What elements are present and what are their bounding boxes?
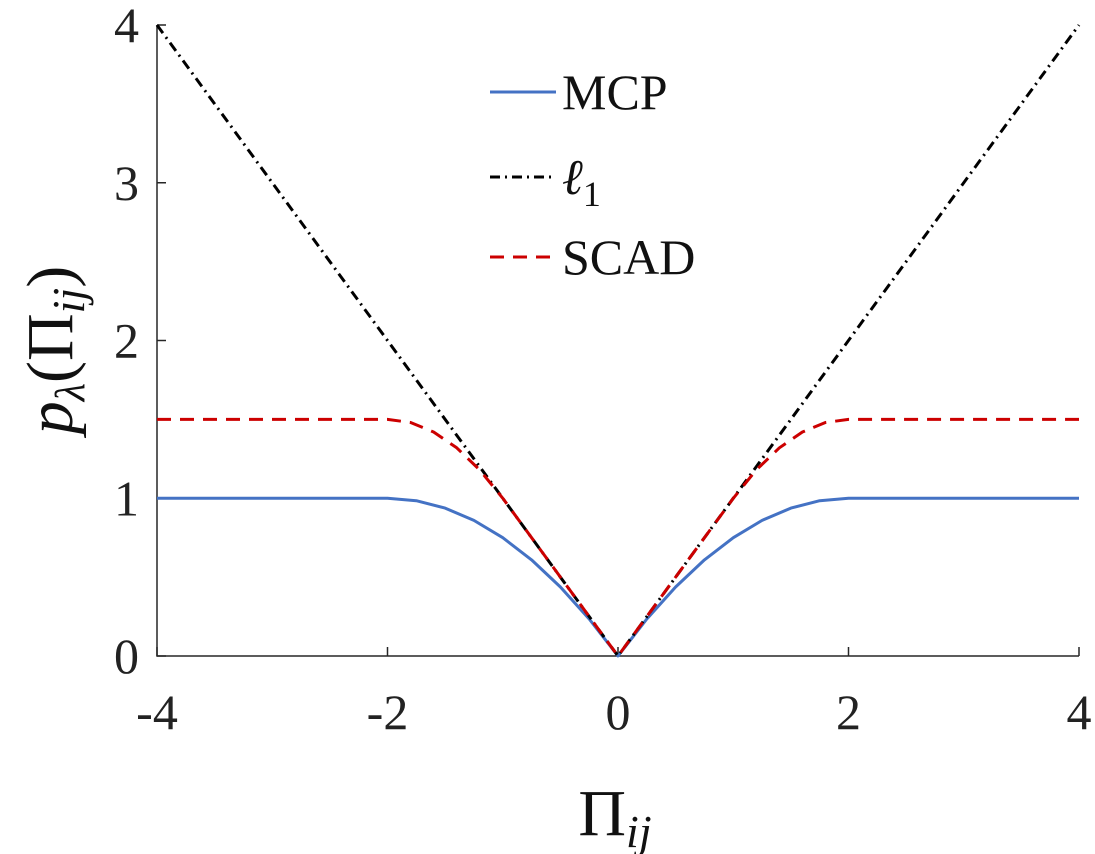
- y-axis-label: pλ(Πij): [14, 266, 94, 438]
- y-tick-label: 2: [114, 313, 139, 369]
- y-tick-label: 1: [114, 470, 139, 526]
- x-tick-label: -2: [367, 684, 409, 740]
- y-tick-label: 3: [114, 155, 139, 211]
- x-tick-label: 0: [606, 684, 631, 740]
- axes: -4 -2 0 2 4 0 1 2 3 4: [114, 0, 1092, 740]
- x-axis-label: Πij: [578, 777, 651, 854]
- legend-entry: SCAD: [562, 229, 695, 285]
- series-line-scad: [157, 417, 1079, 658]
- axis-labels: Πij pλ(Πij): [14, 266, 652, 854]
- x-tick-label: 4: [1067, 684, 1092, 740]
- y-tick-label: 0: [114, 628, 139, 684]
- legend-entry: ℓ1: [562, 149, 601, 214]
- series-line-ℓ: [155, 24, 1081, 658]
- series-line-mcp: [157, 496, 1079, 658]
- legend-entry: MCP: [562, 64, 668, 120]
- x-tick-label: -4: [136, 684, 178, 740]
- legend: MCP ℓ1 SCAD: [490, 64, 695, 285]
- series-layer: [155, 24, 1081, 658]
- x-tick-label: 2: [836, 684, 861, 740]
- y-tick-label: 4: [114, 0, 139, 53]
